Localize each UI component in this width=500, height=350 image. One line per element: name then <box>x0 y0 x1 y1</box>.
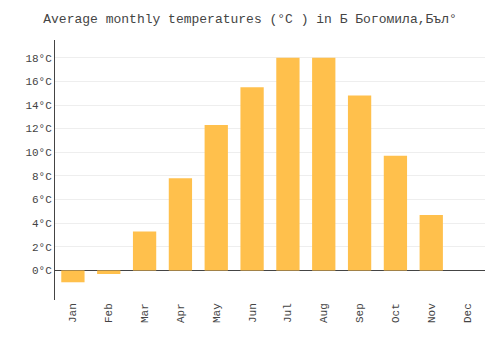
svg-text:4°C: 4°C <box>32 218 52 230</box>
svg-text:14°C: 14°C <box>25 100 52 112</box>
svg-text:Aug: Aug <box>318 303 330 323</box>
svg-text:Jan: Jan <box>67 303 79 323</box>
svg-text:Nov: Nov <box>426 303 438 323</box>
svg-text:Feb: Feb <box>103 303 115 323</box>
svg-text:Mar: Mar <box>139 303 151 323</box>
svg-text:Jun: Jun <box>247 303 259 323</box>
svg-text:18°C: 18°C <box>25 53 52 65</box>
svg-text:6°C: 6°C <box>32 194 52 206</box>
svg-text:Jul: Jul <box>282 303 294 323</box>
svg-text:Dec: Dec <box>462 303 474 323</box>
svg-text:Apr: Apr <box>175 303 187 323</box>
svg-text:0°C: 0°C <box>32 265 52 277</box>
svg-text:2°C: 2°C <box>32 242 52 254</box>
svg-text:May: May <box>211 303 223 323</box>
svg-text:Sep: Sep <box>354 303 366 323</box>
svg-text:Oct: Oct <box>390 303 402 323</box>
svg-text:12°C: 12°C <box>25 123 52 135</box>
svg-text:8°C: 8°C <box>32 171 52 183</box>
svg-text:Average monthly temperatures (: Average monthly temperatures (°C ) in Б … <box>43 12 456 27</box>
svg-text:10°C: 10°C <box>25 147 52 159</box>
svg-text:16°C: 16°C <box>25 76 52 88</box>
